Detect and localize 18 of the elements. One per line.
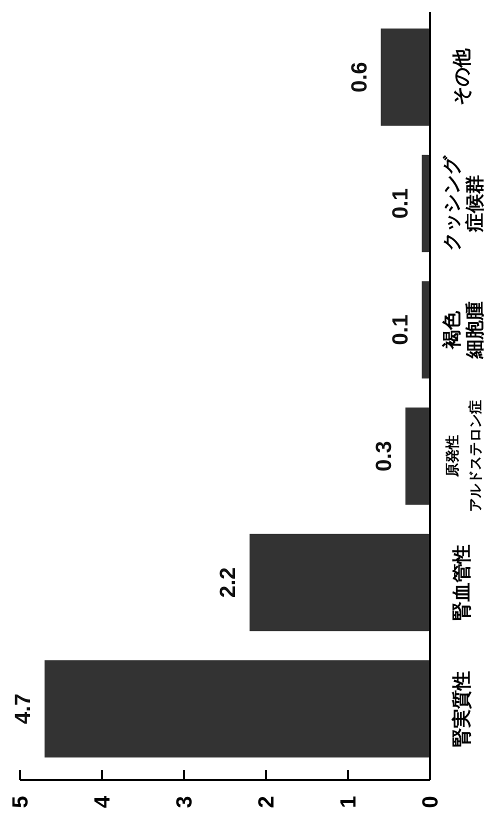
y-tick-label: クッシング症候群 (442, 155, 486, 251)
x-tick-label: 4 (90, 795, 114, 808)
y-tick-label: 褐色細胞腫 (440, 301, 486, 360)
x-tick-label: 5 (8, 796, 32, 808)
data-label: 4.7 (10, 694, 36, 724)
data-label: 2.2 (215, 567, 240, 598)
data-label: 0.1 (387, 188, 412, 219)
x-tick-label: 3 (172, 796, 196, 808)
y-tick-label: 腎実質性 (450, 670, 472, 747)
data-label: 0.6 (346, 62, 372, 92)
data-label: 0.3 (370, 440, 396, 472)
x-tick-label: 1 (336, 796, 360, 808)
y-tick-label: その他 (452, 48, 472, 106)
y-tick-label: 原発性アルドステロン症 (444, 400, 483, 512)
y-tick-label: 腎血管性 (452, 544, 472, 620)
data-label: 0.1 (387, 314, 412, 346)
x-tick-label: 2 (254, 796, 278, 808)
x-tick-label: 0 (418, 796, 442, 808)
